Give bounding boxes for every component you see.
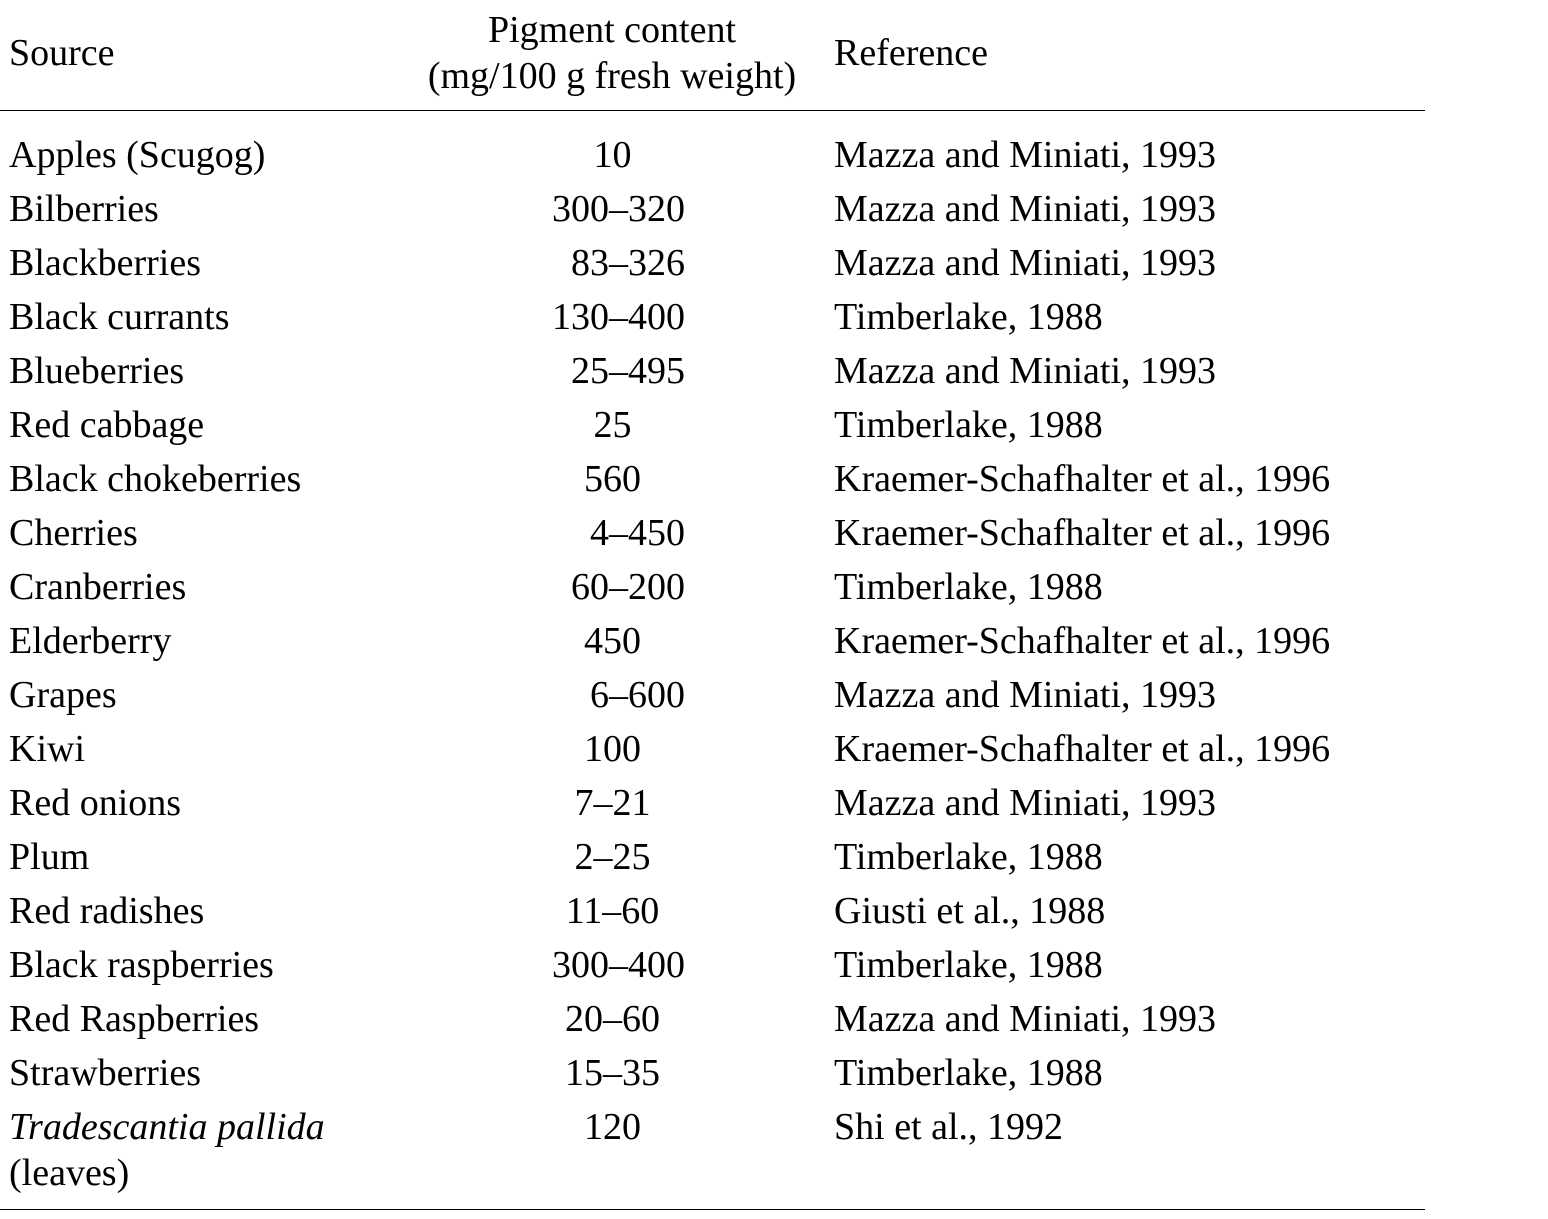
cell-reference: Kraemer-Schafhalter et al., 1996	[834, 458, 1331, 500]
table-row: Plum 2–25 Timberlake, 1988	[0, 834, 1425, 888]
table-row: Tradescantia pallida (leaves) 120 Shi et…	[0, 1104, 1425, 1204]
cell-reference: Shi et al., 1992	[834, 1106, 1064, 1148]
cell-reference: Mazza and Miniati, 1993	[834, 674, 1217, 716]
table-row: Blueberries 25–495 Mazza and Miniati, 19…	[0, 348, 1425, 402]
cell-source: Red cabbage	[9, 404, 205, 446]
cell-source: Bilberries	[9, 188, 159, 230]
cell-pigment-content: 100	[584, 728, 641, 770]
cell-source: Black raspberries	[9, 944, 274, 986]
table-row: Red Raspberries 20–60 Mazza and Miniati,…	[0, 996, 1425, 1050]
table-row: Strawberries 15–35 Timberlake, 1988	[0, 1050, 1425, 1104]
table-header: Source Pigment content (mg/100 g fresh w…	[0, 0, 1425, 111]
cell-reference: Kraemer-Schafhalter et al., 1996	[834, 620, 1331, 662]
cell-source: Blackberries	[9, 242, 202, 284]
cell-pigment-content: 83–326	[571, 242, 685, 284]
cell-pigment-content: 300–320	[552, 188, 685, 230]
cell-reference: Mazza and Miniati, 1993	[834, 782, 1217, 824]
table-row: Black currants 130–400 Timberlake, 1988	[0, 294, 1425, 348]
cell-reference: Kraemer-Schafhalter et al., 1996	[834, 512, 1331, 554]
cell-pigment-content: 4–450	[590, 512, 685, 554]
cell-pigment-content: 2–25	[574, 836, 651, 878]
header-reference: Reference	[834, 32, 988, 74]
table-row: Bilberries 300–320 Mazza and Miniati, 19…	[0, 186, 1425, 240]
cell-source: Strawberries	[9, 1052, 202, 1094]
cell-source: Red radishes	[9, 890, 205, 932]
header-pigment-line1: Pigment content	[487, 9, 737, 51]
cell-reference: Mazza and Miniati, 1993	[834, 188, 1217, 230]
cell-source: Black chokeberries	[9, 458, 302, 500]
cell-pigment-content: 25	[593, 404, 632, 446]
cell-source: Kiwi	[9, 728, 85, 770]
cell-source: Red Raspberries	[9, 998, 260, 1040]
cell-source: Blueberries	[9, 350, 185, 392]
table-row: Blackberries 83–326 Mazza and Miniati, 1…	[0, 240, 1425, 294]
cell-reference: Timberlake, 1988	[834, 404, 1103, 446]
header-pigment-content: Pigment content (mg/100 g fresh weight)	[408, 7, 816, 99]
cell-pigment-content: 11–60	[565, 890, 660, 932]
table-body: Apples (Scugog) 10 Mazza and Miniati, 19…	[0, 111, 1425, 1204]
table-row: Red radishes 11–60 Giusti et al., 1988	[0, 888, 1425, 942]
cell-reference: Timberlake, 1988	[834, 836, 1103, 878]
cell-pigment-content: 15–35	[565, 1052, 660, 1094]
cell-source: Cranberries	[9, 566, 187, 608]
header-source: Source	[9, 32, 115, 74]
cell-pigment-content: 6–600	[590, 674, 685, 716]
pigment-content-table: Source Pigment content (mg/100 g fresh w…	[0, 0, 1425, 1204]
cell-reference: Timberlake, 1988	[834, 296, 1103, 338]
cell-pigment-content: 20–60	[565, 998, 660, 1040]
cell-source: Red onions	[9, 782, 182, 824]
cell-reference: Mazza and Miniati, 1993	[834, 998, 1217, 1040]
cell-pigment-content: 7–21	[574, 782, 651, 824]
cell-source-part: (leaves)	[9, 1152, 130, 1194]
cell-pigment-content: 560	[584, 458, 641, 500]
cell-source: Grapes	[9, 674, 117, 716]
cell-reference: Mazza and Miniati, 1993	[834, 134, 1217, 176]
cell-reference: Giusti et al., 1988	[834, 890, 1106, 932]
cell-source: Apples (Scugog)	[9, 134, 266, 176]
table-bottom-rule	[0, 1209, 1425, 1210]
cell-pigment-content: 60–200	[571, 566, 685, 608]
cell-pigment-content: 25–495	[571, 350, 685, 392]
table-row: Black raspberries 300–400 Timberlake, 19…	[0, 942, 1425, 996]
table-row: Elderberry 450 Kraemer-Schafhalter et al…	[0, 618, 1425, 672]
cell-source: Plum	[9, 836, 90, 878]
cell-reference: Timberlake, 1988	[834, 566, 1103, 608]
header-pigment-line2: (mg/100 g fresh weight)	[427, 55, 797, 97]
table-row: Red onions 7–21 Mazza and Miniati, 1993	[0, 780, 1425, 834]
cell-source: Cherries	[9, 512, 138, 554]
cell-reference: Kraemer-Schafhalter et al., 1996	[834, 728, 1331, 770]
cell-pigment-content: 10	[593, 134, 632, 176]
cell-pigment-content: 120	[584, 1106, 641, 1148]
cell-source: Black currants	[9, 296, 230, 338]
table-row: Cherries 4–450 Kraemer-Schafhalter et al…	[0, 510, 1425, 564]
cell-pigment-content: 450	[584, 620, 641, 662]
cell-reference: Mazza and Miniati, 1993	[834, 350, 1217, 392]
table-row: Grapes 6–600 Mazza and Miniati, 1993	[0, 672, 1425, 726]
cell-reference: Timberlake, 1988	[834, 944, 1103, 986]
table-row: Red cabbage 25 Timberlake, 1988	[0, 402, 1425, 456]
cell-source-species: Tradescantia pallida	[9, 1106, 325, 1148]
table-row: Kiwi 100 Kraemer-Schafhalter et al., 199…	[0, 726, 1425, 780]
cell-pigment-content: 130–400	[552, 296, 685, 338]
cell-source: Tradescantia pallida (leaves)	[9, 1104, 325, 1196]
cell-reference: Mazza and Miniati, 1993	[834, 242, 1217, 284]
cell-pigment-content: 300–400	[552, 944, 685, 986]
table-row: Apples (Scugog) 10 Mazza and Miniati, 19…	[0, 132, 1425, 186]
table-row: Black chokeberries 560 Kraemer-Schafhalt…	[0, 456, 1425, 510]
table-row: Cranberries 60–200 Timberlake, 1988	[0, 564, 1425, 618]
cell-reference: Timberlake, 1988	[834, 1052, 1103, 1094]
cell-source: Elderberry	[9, 620, 172, 662]
